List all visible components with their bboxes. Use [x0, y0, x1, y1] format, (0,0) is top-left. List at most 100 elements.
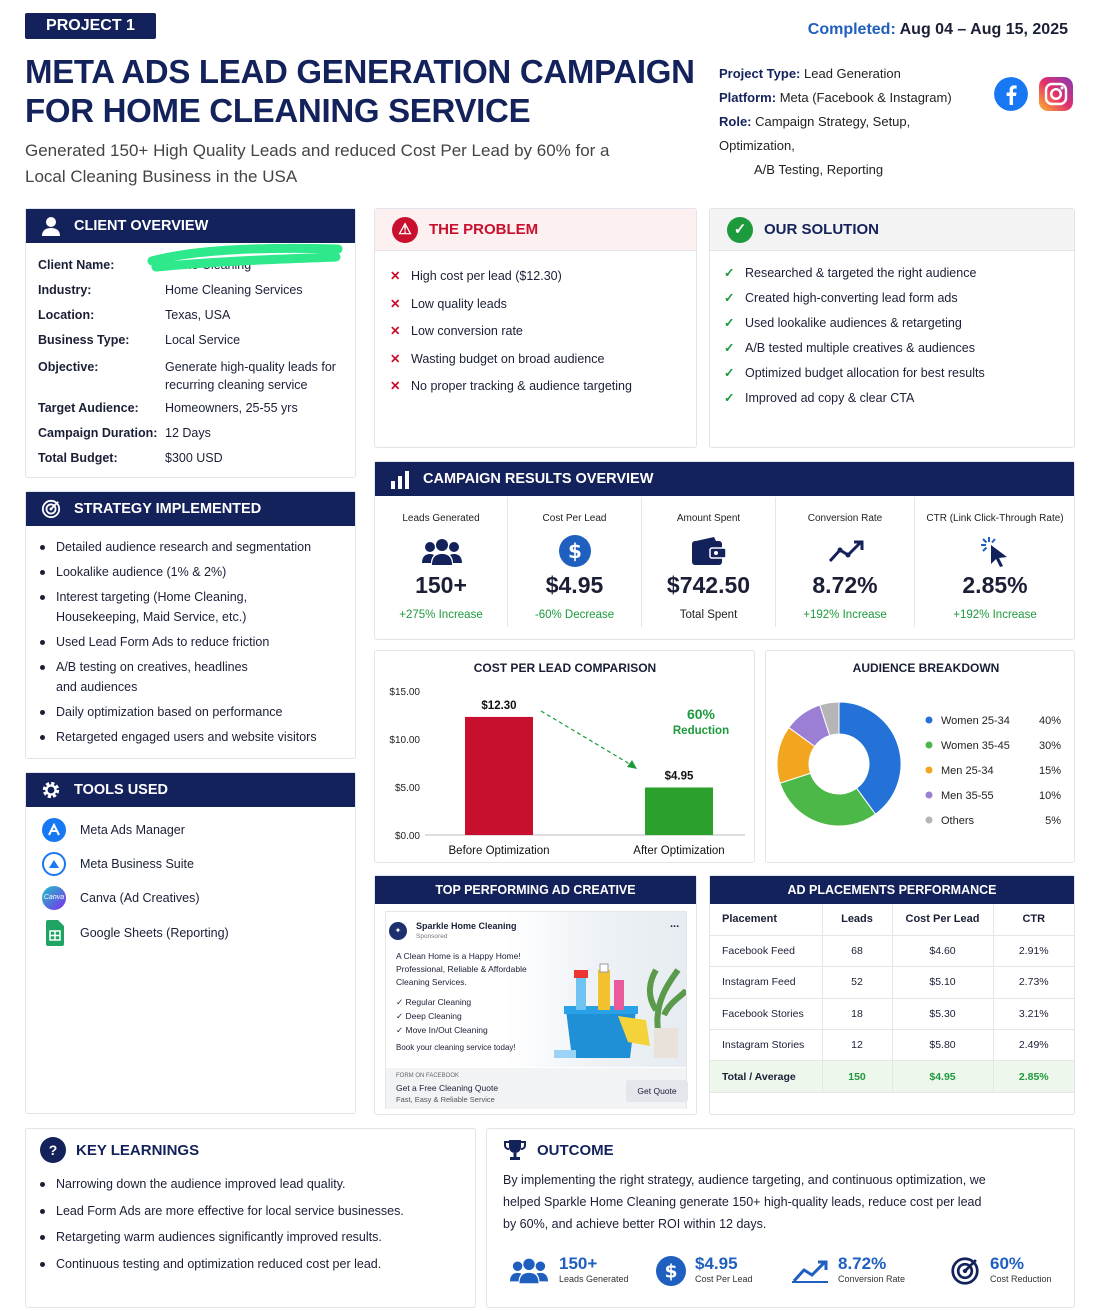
stat-value: $4.95: [695, 1254, 738, 1273]
legend-label: Women 25-34: [941, 715, 1010, 727]
metric-label: Amount Spent: [676, 513, 741, 524]
client-overview-header: CLIENT OVERVIEW: [26, 209, 355, 243]
completed-date: Completed: Aug 04 – Aug 15, 2025: [808, 21, 1068, 39]
ad-preview: ✦ Sparkle Home Cleaning Sponsored ... A …: [385, 911, 688, 1109]
target-icon: [41, 499, 61, 519]
solution-title: OUR SOLUTION: [764, 221, 879, 238]
metric-value: 150+: [415, 572, 467, 598]
ad-more-button[interactable]: ...: [670, 918, 680, 930]
pie-slice: [819, 701, 840, 737]
list-item: ✓ Used lookalike audiences & retargeting: [710, 313, 1070, 333]
legend-swatch: [925, 816, 933, 824]
list-item: Used Lead Form Ads to reduce friction: [26, 632, 346, 652]
results-title: CAMPAIGN RESULTS OVERVIEW: [423, 471, 654, 487]
legend-value: 30%: [1039, 740, 1061, 752]
wallet-icon: [692, 537, 726, 565]
list-item: ✓ Created high-converting lead form ads: [710, 288, 1070, 308]
stat-label: Leads Generated: [559, 1274, 629, 1284]
ad-form-label: FORM ON FACEBOOK: [396, 1073, 460, 1079]
list-item: Detailed audience research and segmentat…: [26, 537, 346, 557]
problem-header: ⚠ THE PROBLEM: [375, 209, 696, 251]
ad-sponsored: Sponsored: [416, 933, 448, 940]
strategy-header: STRATEGY IMPLEMENTED: [26, 492, 355, 526]
list-item: Narrowing down the audience improved lea…: [26, 1174, 466, 1194]
stat-value: 60%: [990, 1254, 1025, 1273]
reduction-arrow: [540, 710, 634, 767]
client-key: Location:: [38, 308, 95, 322]
cross-icon: ✕: [390, 296, 401, 311]
bar-data-label: $4.95: [665, 770, 694, 782]
client-key: Campaign Duration:: [38, 426, 158, 440]
y-tick-label: $15.00: [389, 687, 420, 698]
col-header: Placement: [710, 904, 823, 936]
problem-text: Wasting budget on broad audience: [411, 351, 605, 366]
list-item: ✓ Optimized budget allocation for best re…: [710, 363, 1070, 383]
client-overview-card: CLIENT OVERVIEW Client Name: Home Cleanin…: [25, 208, 356, 478]
list-item: Retargeting warm audiences significantly…: [26, 1227, 466, 1247]
project-meta: Project Type: Lead Generation Platform: …: [719, 62, 989, 182]
client-key: Industry:: [38, 283, 92, 297]
client-value: Home Cleaning Services: [165, 283, 303, 297]
gear-icon: [42, 781, 60, 799]
problem-text: Low conversion rate: [411, 324, 523, 338]
ad-check-item: ✓ Regular Cleaning: [396, 997, 472, 1007]
cross-icon: ✕: [390, 351, 401, 366]
legend-swatch: [925, 741, 933, 749]
legend-swatch: [925, 791, 933, 799]
list-item: ✕ Low conversion rate: [375, 321, 695, 341]
legend-value: 15%: [1039, 765, 1061, 777]
tool-label: Meta Business Suite: [80, 857, 194, 871]
client-overview-title: CLIENT OVERVIEW: [74, 218, 209, 234]
cursor-click-icon: [981, 537, 1007, 567]
audience-chart-title: AUDIENCE BREAKDOWN: [852, 661, 1000, 675]
legend-swatch: [925, 716, 933, 724]
annotation-value: 60%: [687, 706, 716, 722]
cell: 2.91%: [993, 935, 1074, 968]
problem-title: THE PROBLEM: [429, 221, 539, 238]
cell: $5.30: [892, 998, 994, 1031]
metric-ctr: CTR (Link Click-Through Rate) 2.85% +192…: [915, 497, 1075, 627]
ad-cta-line: Book your cleaning service today!: [396, 1043, 516, 1052]
trophy-icon: [504, 1140, 526, 1160]
client-key: Total Budget:: [38, 451, 118, 465]
cell: $4.95: [892, 1060, 994, 1093]
results-card: CAMPAIGN RESULTS OVERVIEW Leads Generate…: [374, 461, 1075, 640]
stat-label: Cost Reduction: [990, 1274, 1052, 1284]
facebook-icon: [994, 77, 1028, 111]
outcome-stat-reduction: 60% Cost Reduction: [990, 1254, 1052, 1284]
y-tick-label: $0.00: [395, 831, 420, 842]
check-icon: ✓: [724, 316, 735, 330]
list-item: Lookalike audience (1% & 2%): [26, 562, 346, 582]
cell: Facebook Feed: [710, 935, 823, 968]
legend-label: Others: [941, 815, 975, 827]
legend-swatch: [925, 766, 933, 774]
cell: 3.21%: [993, 998, 1074, 1031]
placements-table: Placement Leads Cost Per Lead CTR Facebo…: [710, 904, 1074, 1093]
y-tick-label: $5.00: [395, 783, 420, 794]
cell: 12: [822, 1029, 893, 1062]
role-value-1: Campaign Strategy, Setup, Optimization,: [719, 114, 911, 153]
stat-label: Cost Per Lead: [695, 1274, 753, 1284]
list-item: Retargeted engaged users and website vis…: [26, 727, 346, 747]
problem-icon: ⚠: [392, 217, 418, 243]
learnings-card: ? KEY LEARNINGS Narrowing down the audie…: [25, 1128, 476, 1308]
tools-card: TOOLS USED Meta Ads Manager Meta Busines…: [25, 772, 356, 1114]
metric-change: +275% Increase: [399, 609, 483, 621]
cpl-chart-card: COST PER LEAD COMPARISON $0.00 $5.00 $10.0…: [374, 650, 755, 863]
project-type-label: Project Type:: [719, 66, 801, 81]
solution-text: A/B tested multiple creatives & audience…: [745, 341, 975, 355]
legend-label: Men 25-34: [941, 765, 994, 777]
outcome-stat-cpl: $4.95 Cost Per Lead: [695, 1254, 753, 1284]
cell: 150: [822, 1060, 893, 1093]
role-label: Role:: [719, 114, 752, 129]
bar: [465, 716, 533, 835]
problem-text: Low quality leads: [411, 296, 507, 311]
ad-page-name[interactable]: Sparkle Home Cleaning: [416, 921, 517, 931]
lightbulb-icon: ?: [40, 1137, 66, 1163]
cell: $5.80: [892, 1029, 994, 1062]
users-icon: [422, 539, 462, 565]
placements-header: AD PLACEMENTS PERFORMANCE: [710, 876, 1074, 904]
stat-value: 8.72%: [838, 1254, 887, 1273]
client-key: Target Audience:: [38, 401, 139, 415]
get-quote-button[interactable]: Get Quote: [626, 1080, 688, 1102]
